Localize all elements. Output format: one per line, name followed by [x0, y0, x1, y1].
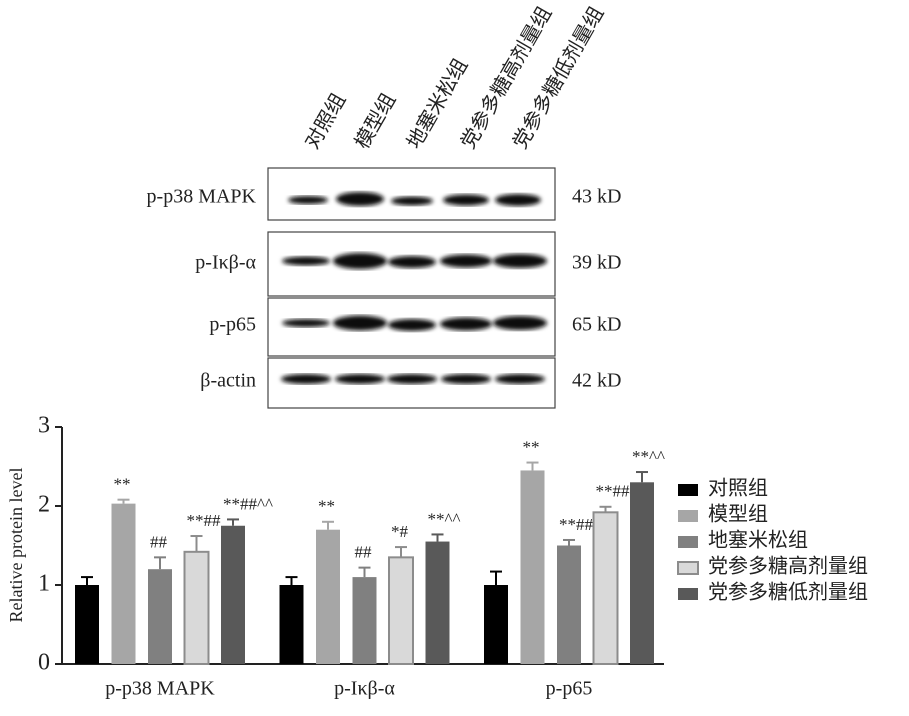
y-axis-label: Relative protein level: [6, 468, 26, 623]
lane-label: 党参多糖低剂量组: [508, 3, 608, 153]
row-size: 39 kD: [572, 252, 621, 274]
bar: [316, 529, 340, 664]
blot-panel: [267, 167, 556, 221]
bar: [352, 577, 377, 664]
row-label: p-p38 MAPK: [147, 186, 257, 208]
legend-label: 党参多糖高剂量组: [708, 555, 868, 578]
legend-label: 对照组: [708, 477, 768, 500]
y-tick-label: 0: [38, 650, 50, 676]
lane-label: 党参多糖高剂量组: [456, 3, 556, 153]
bar: [111, 503, 136, 664]
bar: [592, 511, 619, 665]
bar: [148, 569, 172, 664]
x-tick-label: p-p65: [546, 678, 593, 700]
legend-swatch: [678, 588, 698, 600]
x-tick-label: p-Iκβ-α: [334, 678, 395, 700]
bar: [279, 585, 304, 664]
bar: [520, 470, 545, 664]
y-tick-label: 1: [38, 571, 50, 597]
significance-label: **^^: [632, 447, 665, 466]
significance-label: **^^: [428, 509, 461, 528]
row-label: β-actin: [200, 370, 256, 392]
bar: [183, 550, 210, 666]
y-tick-label: 2: [38, 492, 50, 518]
legend-label: 党参多糖低剂量组: [708, 581, 868, 604]
legend-label: 地塞米松组: [708, 529, 808, 552]
bar: [630, 482, 654, 664]
significance-label: *#: [391, 522, 409, 541]
legend-swatch: [678, 484, 698, 496]
significance-label: ##: [150, 532, 168, 551]
bar: [425, 541, 450, 664]
y-tick-label: 3: [38, 413, 50, 439]
lane-label: 模型组: [350, 89, 400, 152]
legend-swatch: [677, 561, 699, 575]
bar: [557, 545, 581, 664]
bar: [75, 585, 99, 664]
western-blot: 对照组 模型组 地塞米松组 党参多糖高剂量组 党参多糖低剂量组 p-p38 MA…: [147, 3, 621, 409]
row-label: p-Iκβ-α: [195, 252, 256, 274]
row-size: 65 kD: [572, 314, 621, 336]
row-label: p-p65: [209, 314, 256, 336]
lane-label: 对照组: [300, 89, 350, 152]
significance-label: **##: [559, 515, 594, 534]
bar: [388, 556, 414, 665]
significance-label: **: [523, 437, 540, 456]
bands: [281, 192, 547, 384]
significance-label: **##: [187, 511, 222, 530]
bar: [221, 525, 245, 664]
legend-swatch: [678, 536, 698, 548]
significance-label: **: [114, 475, 131, 494]
significance-label: ##: [355, 543, 373, 562]
bar: [484, 585, 508, 664]
legend-label: 模型组: [708, 503, 768, 526]
significance-label: **: [318, 497, 335, 516]
legend-swatch: [678, 510, 698, 522]
row-size: 43 kD: [572, 186, 621, 208]
x-tick-label: p-p38 MAPK: [105, 678, 215, 700]
significance-label: **##^^: [223, 494, 273, 513]
row-size: 42 kD: [572, 370, 621, 392]
